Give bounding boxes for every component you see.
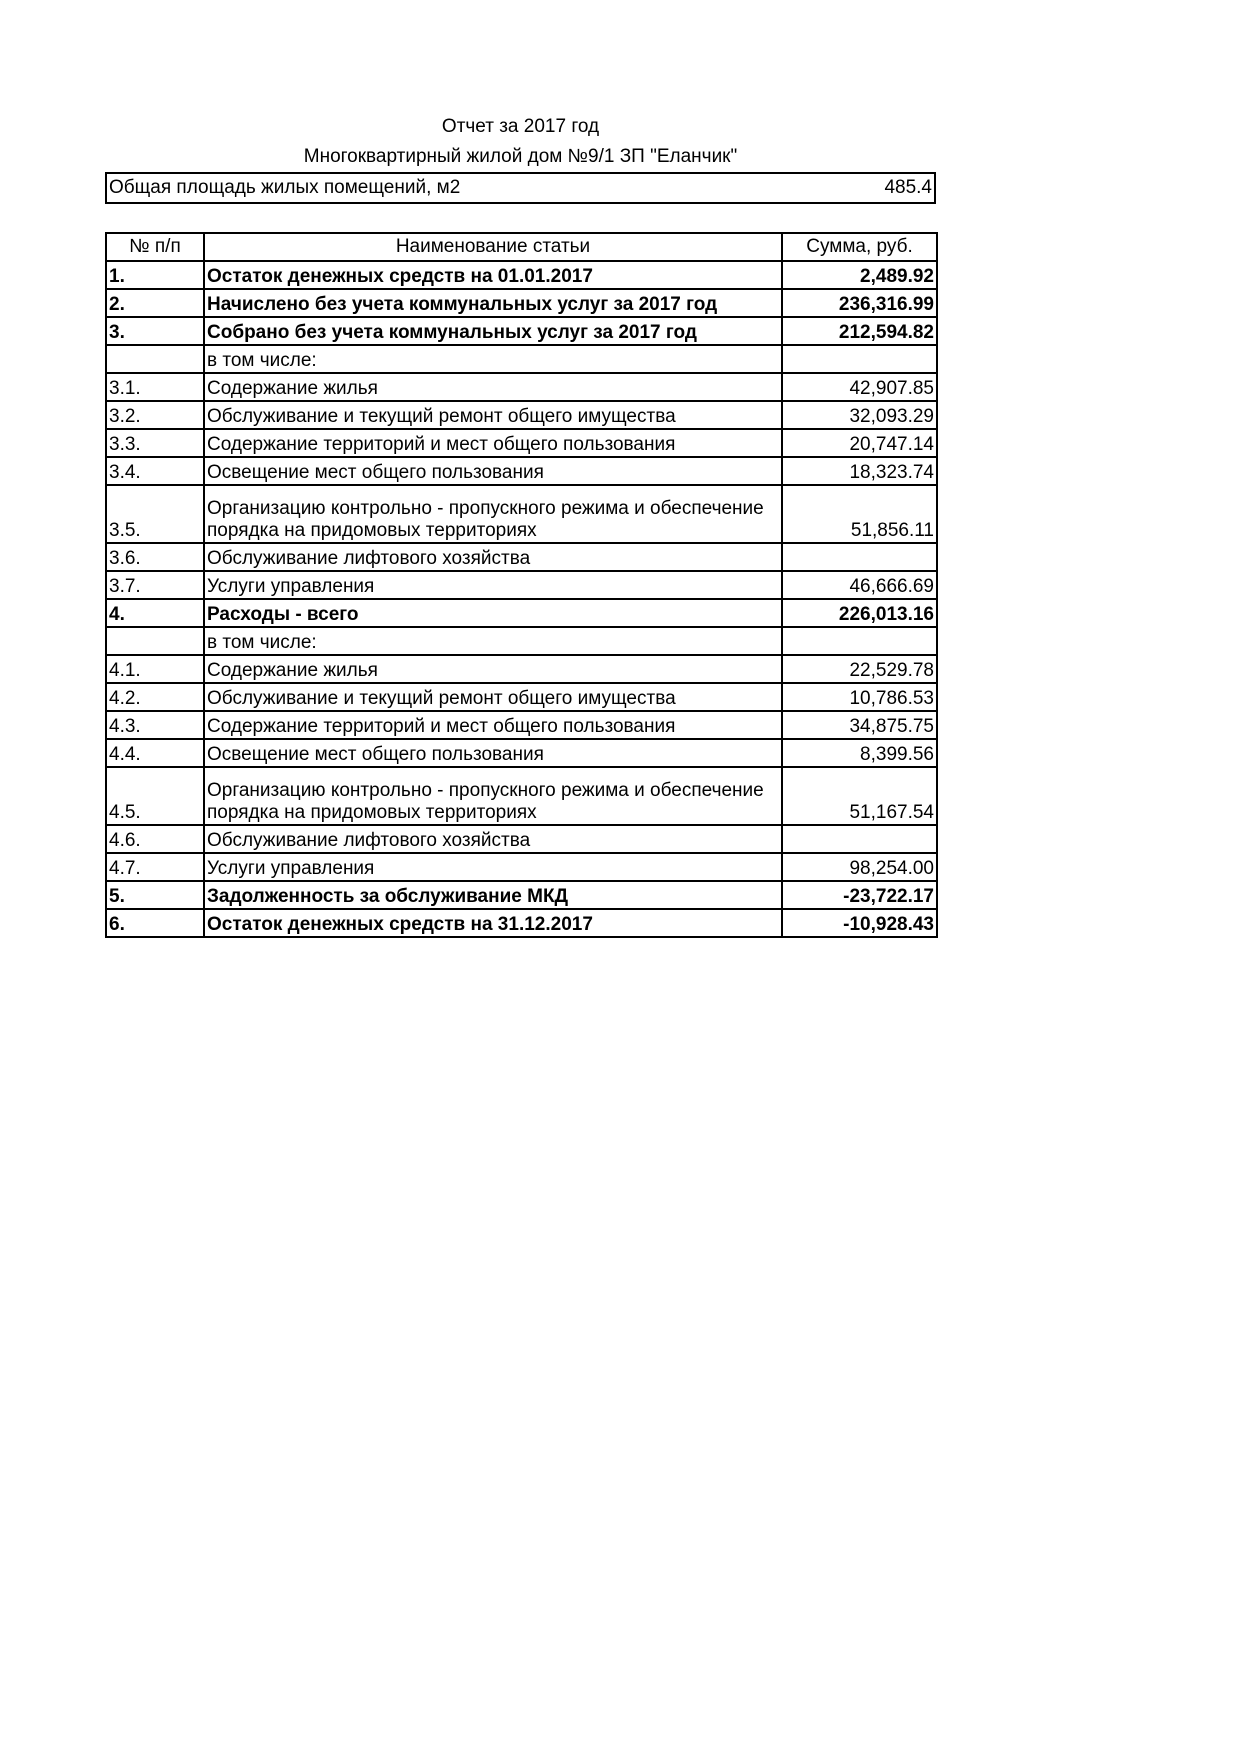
row-sum: 226,013.16 bbox=[781, 598, 938, 628]
table-row: 3.5. Организацию контрольно - пропускного… bbox=[105, 484, 938, 544]
row-name: Остаток денежных средств на 31.12.2017 bbox=[203, 908, 783, 938]
row-number: 4.5. bbox=[105, 766, 205, 826]
table-header: № п/п Наименование статьи Сумма, руб. bbox=[105, 232, 938, 262]
row-sum: 51,167.54 bbox=[781, 766, 938, 826]
table-row: 1. Остаток денежных средств на 01.01.2017… bbox=[105, 260, 938, 290]
row-sum: 46,666.69 bbox=[781, 570, 938, 600]
report-title: Отчет за 2017 год bbox=[441, 116, 600, 137]
row-number: 3.1. bbox=[105, 372, 205, 402]
row-number: 4.3. bbox=[105, 710, 205, 740]
row-name: Содержание территорий и мест общего поль… bbox=[203, 428, 783, 458]
total-area-value: 485.4 bbox=[884, 177, 932, 198]
row-number: 4.7. bbox=[105, 852, 205, 882]
table-row: 4.3. Содержание территорий и мест общего … bbox=[105, 710, 938, 740]
table-row: 3.7. Услуги управления 46,666.69 bbox=[105, 570, 938, 600]
row-sum: 32,093.29 bbox=[781, 400, 938, 430]
row-name: Собрано без учета коммунальных услуг за … bbox=[203, 316, 783, 346]
row-name: Остаток денежных средств на 01.01.2017 bbox=[203, 260, 783, 290]
row-number: 3.4. bbox=[105, 456, 205, 486]
row-sum bbox=[781, 542, 938, 572]
table-row: 4.2. Обслуживание и текущий ремонт общего… bbox=[105, 682, 938, 712]
total-area-label: Общая площадь жилых помещений, м2 bbox=[109, 177, 461, 198]
table-row: 4.4. Освещение мест общего пользования 8,3… bbox=[105, 738, 938, 768]
row-name: Содержание территорий и мест общего поль… bbox=[203, 710, 783, 740]
row-number: 4.1. bbox=[105, 654, 205, 684]
row-name: Начислено без учета коммунальных услуг з… bbox=[203, 288, 783, 318]
column-header-number: № п/п bbox=[105, 232, 205, 262]
row-number: 4. bbox=[105, 598, 205, 628]
table-row: 4.7. Услуги управления 98,254.00 bbox=[105, 852, 938, 882]
row-name: Освещение мест общего пользования bbox=[203, 738, 783, 768]
row-name: в том числе: bbox=[203, 344, 783, 374]
row-name: Услуги управления bbox=[203, 570, 783, 600]
row-sum: 2,489.92 bbox=[781, 260, 938, 290]
table-row: 3.4. Освещение мест общего пользования 18,… bbox=[105, 456, 938, 486]
row-name: Организацию контрольно - пропускного реж… bbox=[203, 484, 783, 544]
table-row: 4. Расходы - всего 226,013.16 bbox=[105, 598, 938, 628]
row-sum: 51,856.11 bbox=[781, 484, 938, 544]
table-row: 4.6. Обслуживание лифтового хозяйства bbox=[105, 824, 938, 854]
report-subtitle: Многоквартирный жилой дом №9/1 ЗП "Еланч… bbox=[303, 146, 738, 167]
row-number: 3.2. bbox=[105, 400, 205, 430]
row-name: Задолженность за обслуживание МКД bbox=[203, 880, 783, 910]
row-name: Содержание жилья bbox=[203, 654, 783, 684]
row-number: 4.4. bbox=[105, 738, 205, 768]
row-number: 3.7. bbox=[105, 570, 205, 600]
table-row: 5. Задолженность за обслуживание МКД -23,7… bbox=[105, 880, 938, 910]
row-number: 6. bbox=[105, 908, 205, 938]
row-number: 4.6. bbox=[105, 824, 205, 854]
table-row: 4.1. Содержание жилья 22,529.78 bbox=[105, 654, 938, 684]
row-number: 2. bbox=[105, 288, 205, 318]
table-row: 3.1. Содержание жилья 42,907.85 bbox=[105, 372, 938, 402]
row-sum: 98,254.00 bbox=[781, 852, 938, 882]
row-name: Расходы - всего bbox=[203, 598, 783, 628]
row-sum: -10,928.43 bbox=[781, 908, 938, 938]
table-row: в том числе: bbox=[105, 344, 938, 374]
row-sum bbox=[781, 824, 938, 854]
row-sum: 212,594.82 bbox=[781, 316, 938, 346]
report-table: № п/п Наименование статьи Сумма, руб. 1.… bbox=[105, 232, 938, 938]
row-number: 3.6. bbox=[105, 542, 205, 572]
row-number: 4.2. bbox=[105, 682, 205, 712]
row-name: Обслуживание и текущий ремонт общего иму… bbox=[203, 682, 783, 712]
table-row: 2. Начислено без учета коммунальных услуг… bbox=[105, 288, 938, 318]
table-row: 3.2. Обслуживание и текущий ремонт общего… bbox=[105, 400, 938, 430]
row-sum: 22,529.78 bbox=[781, 654, 938, 684]
row-number: 3.5. bbox=[105, 484, 205, 544]
table-row: 4.5. Организацию контрольно - пропускного… bbox=[105, 766, 938, 826]
row-name: Содержание жилья bbox=[203, 372, 783, 402]
table-row: 3.3. Содержание территорий и мест общего … bbox=[105, 428, 938, 458]
row-sum: 20,747.14 bbox=[781, 428, 938, 458]
row-name: Обслуживание лифтового хозяйства bbox=[203, 824, 783, 854]
row-name: Обслуживание и текущий ремонт общего иму… bbox=[203, 400, 783, 430]
row-sum: -23,722.17 bbox=[781, 880, 938, 910]
row-sum: 10,786.53 bbox=[781, 682, 938, 712]
row-sum: 42,907.85 bbox=[781, 372, 938, 402]
table-row: 3.6. Обслуживание лифтового хозяйства bbox=[105, 542, 938, 572]
row-sum: 236,316.99 bbox=[781, 288, 938, 318]
row-number bbox=[105, 626, 205, 656]
total-area-row: Общая площадь жилых помещений, м2 485.4 bbox=[105, 172, 936, 204]
row-number: 1. bbox=[105, 260, 205, 290]
row-name: Освещение мест общего пользования bbox=[203, 456, 783, 486]
row-number: 3. bbox=[105, 316, 205, 346]
column-header-sum: Сумма, руб. bbox=[781, 232, 938, 262]
row-sum: 18,323.74 bbox=[781, 456, 938, 486]
row-number bbox=[105, 344, 205, 374]
table-row: 6. Остаток денежных средств на 31.12.2017… bbox=[105, 908, 938, 938]
table-row: в том числе: bbox=[105, 626, 938, 656]
column-header-name: Наименование статьи bbox=[203, 232, 783, 262]
table-row: 3. Собрано без учета коммунальных услуг з… bbox=[105, 316, 938, 346]
row-sum bbox=[781, 344, 938, 374]
row-number: 3.3. bbox=[105, 428, 205, 458]
row-name: Обслуживание лифтового хозяйства bbox=[203, 542, 783, 572]
row-name: в том числе: bbox=[203, 626, 783, 656]
row-name: Услуги управления bbox=[203, 852, 783, 882]
row-sum bbox=[781, 626, 938, 656]
row-number: 5. bbox=[105, 880, 205, 910]
row-name: Организацию контрольно - пропускного реж… bbox=[203, 766, 783, 826]
row-sum: 34,875.75 bbox=[781, 710, 938, 740]
row-sum: 8,399.56 bbox=[781, 738, 938, 768]
